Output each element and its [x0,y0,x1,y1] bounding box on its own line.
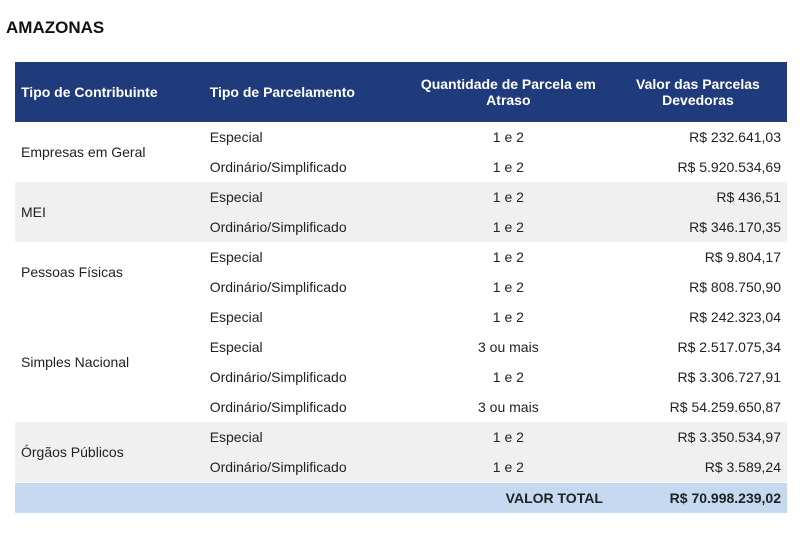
parcelamento-cell: Especial [209,309,263,325]
parcelamento-cell: Especial [209,249,263,265]
contribuinte-cell: Empresas em Geral [21,144,146,160]
column-header: Quantidade de Parcela em Atraso [407,62,609,122]
contribuinte-cell: Pessoas Físicas [21,264,123,280]
quantidade-cell: 3 ou mais [478,399,539,415]
valor-cell: R$ 346.170,35 [608,212,787,242]
table-row: Ordinário/Simplificado 1 e 2 R$ 3.306.727,… [15,362,787,392]
valor-cell: R$ 3.350.534,97 [608,422,787,452]
quantidade-cell: 1 e 2 [492,369,524,385]
valor-cell: R$ 242.323,04 [689,309,781,325]
quantidade-cell: 3 ou mais [478,339,539,355]
valor-cell: R$ 2.517.075,34 [677,339,781,355]
parcelamento-cell: Ordinário/Simplificado [203,212,408,242]
valor-cell: R$ 54.259.650,87 [669,399,781,415]
data-table: Tipo de Contribuinte Tipo de Parcelamento… [15,62,787,513]
quantidade-cell: 1 e 2 [492,249,524,265]
valor-cell: R$ 232.641,03 [689,129,781,145]
parcelamento-cell: Especial [203,422,408,452]
valor-cell: R$ 9.804,17 [704,249,781,265]
column-header: Tipo de Parcelamento [203,62,408,122]
contribuinte-cell: Órgãos Públicos [15,422,204,483]
parcelamento-cell: Especial [203,182,408,212]
valor-cell: R$ 436,51 [608,182,787,212]
quantidade-cell: 1 e 2 [407,212,609,242]
table-row: Ordinário/Simplificado 1 e 2 R$ 3.589,24 [15,452,787,483]
valor-cell: R$ 5.920.534,69 [677,159,781,175]
valor-cell: R$ 3.306.727,91 [677,369,781,385]
parcelamento-cell: Ordinário/Simplificado [209,159,347,175]
table-row: Especial 3 ou mais R$ 2.517.075,34 [15,332,787,362]
quantidade-cell: 1 e 2 [492,159,524,175]
parcelamento-cell: Ordinário/Simplificado [209,369,347,385]
table-row: Ordinário/Simplificado 1 e 2 R$ 808.750,90 [15,272,787,302]
column-header: Tipo de Contribuinte [15,62,204,122]
parcelamento-cell: Ordinário/Simplificado [203,452,408,483]
table-row: Empresas em Geral Especial 1 e 2 R$ 232.641… [15,122,787,160]
table-body: Empresas em Geral Especial 1 e 2 R$ 232.641… [15,122,787,513]
parcelamento-cell: Ordinário/Simplificado [209,399,347,415]
table-row: Simples Nacional Especial 1 e 2 R$ 242.323,… [15,302,787,370]
quantidade-cell: 1 e 2 [407,422,609,452]
parcelamento-cell: Especial [209,339,263,355]
table-row: Pessoas Físicas Especial 1 e 2 R$ 9.804,17 [15,242,787,280]
parcelamento-cell: Especial [209,129,263,145]
table-row: Órgãos Públicos Especial 1 e 2 R$ 3.350.534… [15,422,787,483]
page-title: AMAZONAS [6,18,105,37]
total-row: VALOR TOTAL R$ 70.998.239,02 [15,482,787,513]
column-header: Valor das Parcelas Devedoras [608,62,787,122]
quantidade-cell: 1 e 2 [492,129,524,145]
parcelamento-cell: Ordinário/Simplificado [209,279,347,295]
table-row: Ordinário/Simplificado 1 e 2 R$ 5.920.534,… [15,152,787,182]
total-spacer [15,482,408,513]
table-row: Ordinário/Simplificado 3 ou mais R$ 54.259… [15,392,787,422]
table-row: MEI Especial 1 e 2 R$ 436,51 [15,182,787,242]
total-value: R$ 70.998.239,02 [608,482,787,513]
quantidade-cell: 1 e 2 [407,452,609,483]
valor-cell: R$ 3.589,24 [608,452,787,483]
table-row: Ordinário/Simplificado 1 e 2 R$ 346.170,35 [15,212,787,242]
table-header: Tipo de Contribuinte Tipo de Parcelamento… [15,62,787,122]
contribuinte-cell: MEI [15,182,204,242]
total-label: VALOR TOTAL [407,482,609,513]
quantidade-cell: 1 e 2 [407,182,609,212]
quantidade-cell: 1 e 2 [492,279,524,295]
header-row: Tipo de Contribuinte Tipo de Parcelamento… [15,62,787,122]
contribuinte-cell: Simples Nacional [21,354,130,370]
valor-cell: R$ 808.750,90 [689,279,781,295]
quantidade-cell: 1 e 2 [492,309,524,325]
